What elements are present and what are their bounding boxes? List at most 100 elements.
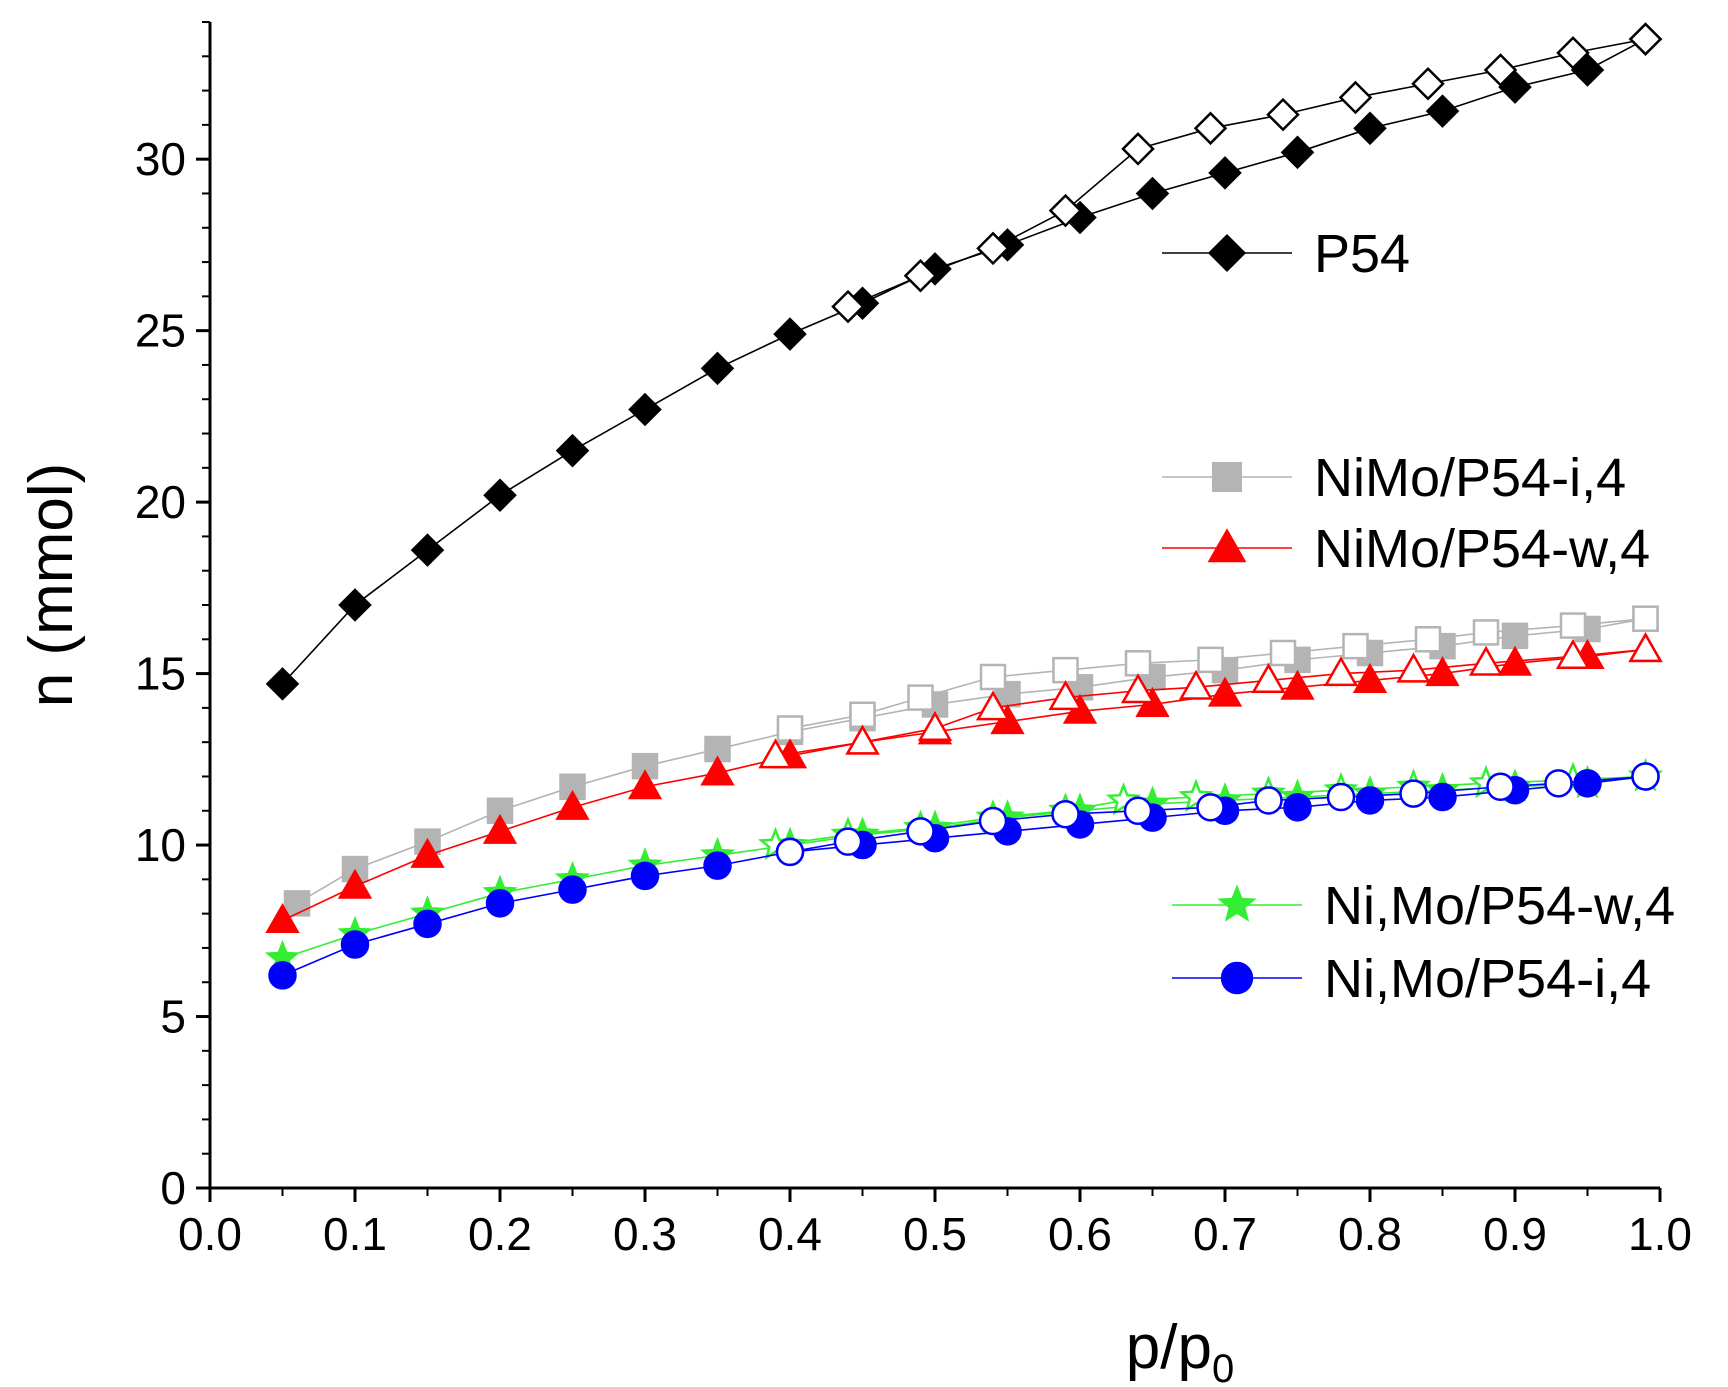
adsorption-point — [555, 789, 590, 820]
y-tick-label: 30 — [135, 133, 186, 185]
desorption-point — [1105, 782, 1142, 816]
desorption-point — [1254, 786, 1283, 815]
desorption-point — [831, 289, 865, 324]
adsorption-point — [283, 890, 311, 917]
legend-label: Ni,Mo/P54-w,4 — [1324, 876, 1675, 936]
adsorption-point — [1280, 135, 1315, 170]
y-tick-label: 10 — [135, 819, 186, 871]
adsorption-point — [628, 392, 662, 427]
desorption-point — [976, 231, 1010, 266]
legend-entry: Ni,Mo/P54-i,4 — [1172, 949, 1651, 1009]
desorption-point — [978, 806, 1008, 836]
y-axis-title: n (mmol) — [17, 463, 86, 708]
desorption-point — [1269, 639, 1297, 667]
x-tick-label: 0.2 — [468, 1208, 532, 1260]
adsorption-point — [410, 533, 445, 567]
adsorption-point — [700, 755, 735, 786]
adsorption-point — [1353, 111, 1387, 146]
adsorption-point — [627, 769, 663, 800]
adsorption-line — [281, 38, 1646, 685]
legend-marker — [1207, 528, 1247, 563]
adsorption-point — [1208, 156, 1242, 190]
desorption-point — [1632, 605, 1659, 632]
desorption-point — [1555, 638, 1591, 669]
adsorption-point — [413, 909, 442, 939]
adsorption-point — [558, 875, 587, 904]
desorption-point — [1472, 619, 1500, 646]
desorption-point — [907, 684, 934, 711]
adsorption-point — [485, 889, 515, 918]
adsorption-point — [1425, 656, 1460, 687]
legend-marker — [1211, 461, 1243, 493]
desorption-point — [849, 701, 876, 728]
legend-entry: P54 — [1162, 224, 1410, 284]
desorption-point — [1468, 645, 1504, 676]
legend-label: P54 — [1314, 224, 1410, 284]
x-axis-title-subscript: 0 — [1212, 1347, 1234, 1387]
desorption-point — [1411, 66, 1445, 101]
adsorption-point — [1497, 645, 1533, 676]
adsorption-point — [1573, 769, 1602, 798]
desorption-point — [979, 663, 1007, 691]
adsorption-point — [338, 588, 372, 622]
desorption-point — [1338, 80, 1373, 115]
desorption-point — [1544, 769, 1573, 798]
desorption-point — [833, 827, 863, 856]
desorption-point — [1323, 656, 1359, 687]
desorption-point — [1559, 612, 1587, 639]
legend-entry: NiMo/P54-i,4 — [1162, 448, 1626, 508]
adsorption-point — [1135, 176, 1170, 211]
x-tick-label: 0.0 — [178, 1208, 242, 1260]
desorption-point — [1120, 673, 1156, 704]
desorption-line — [847, 38, 1646, 308]
desorption-point — [917, 710, 953, 741]
adsorption-point — [1428, 782, 1457, 812]
y-tick-label: 25 — [135, 305, 186, 357]
x-tick-label: 0.5 — [903, 1208, 967, 1260]
desorption-point — [1631, 762, 1660, 791]
adsorption-point — [1355, 786, 1385, 815]
desorption-point — [1048, 680, 1083, 711]
desorption-point — [1326, 782, 1356, 812]
desorption-point — [1197, 646, 1224, 674]
desorption-point — [975, 690, 1011, 721]
desorption-point — [906, 817, 935, 846]
y-tick-label: 15 — [135, 648, 186, 700]
axes: 0.0 0.1 0.2 0.3 0.4 0.5 0.6 0.7 0.8 0.9 1.0 0 5 10 15 2… — [135, 21, 1692, 1260]
desorption-point — [1052, 656, 1079, 684]
legend-entry: Ni,Mo/P54-w,4 — [1172, 876, 1675, 936]
desorption-point — [1342, 632, 1369, 660]
desorption-point — [1266, 97, 1300, 132]
x-tick-label: 0.8 — [1338, 1208, 1402, 1260]
desorption-point — [776, 715, 804, 742]
series-P54 — [265, 22, 1663, 701]
desorption-point — [1196, 793, 1225, 822]
desorption-point — [1178, 669, 1214, 700]
desorption-point — [1051, 799, 1080, 829]
x-tick-label: 1.0 — [1628, 1208, 1692, 1260]
adsorption-point — [1280, 669, 1315, 700]
legend-entry: NiMo/P54-w,4 — [1162, 519, 1650, 579]
desorption-point — [1556, 36, 1590, 70]
adsorption-point — [265, 667, 300, 701]
series-layer — [264, 22, 1664, 990]
legend-label: NiMo/P54-i,4 — [1314, 448, 1626, 508]
desorption-point — [903, 259, 938, 293]
x-axis-title-main: p/p — [1126, 1313, 1212, 1382]
adsorption-point — [340, 930, 370, 959]
adsorption-point — [410, 837, 445, 868]
desorption-point — [1251, 662, 1286, 693]
x-axis-title: p/p0 — [1126, 1313, 1234, 1387]
adsorption-point — [268, 961, 297, 990]
legend: P54 NiMo/P54-i,4 NiMo/P54-w,4 Ni,Mo/P54-w,4… — [1162, 224, 1675, 1009]
series-Ni,Mo/P54-i,4 — [268, 762, 1660, 990]
adsorption-point — [1283, 793, 1312, 822]
x-tick-label: 0.3 — [613, 1208, 677, 1260]
series-NiMo/P54-i,4 — [283, 605, 1659, 917]
adsorption-point — [482, 813, 518, 844]
legend-marker — [1220, 961, 1254, 995]
y-tick-label: 5 — [160, 991, 186, 1043]
y-tick-label: 0 — [160, 1162, 186, 1214]
desorption-point — [1628, 22, 1663, 56]
